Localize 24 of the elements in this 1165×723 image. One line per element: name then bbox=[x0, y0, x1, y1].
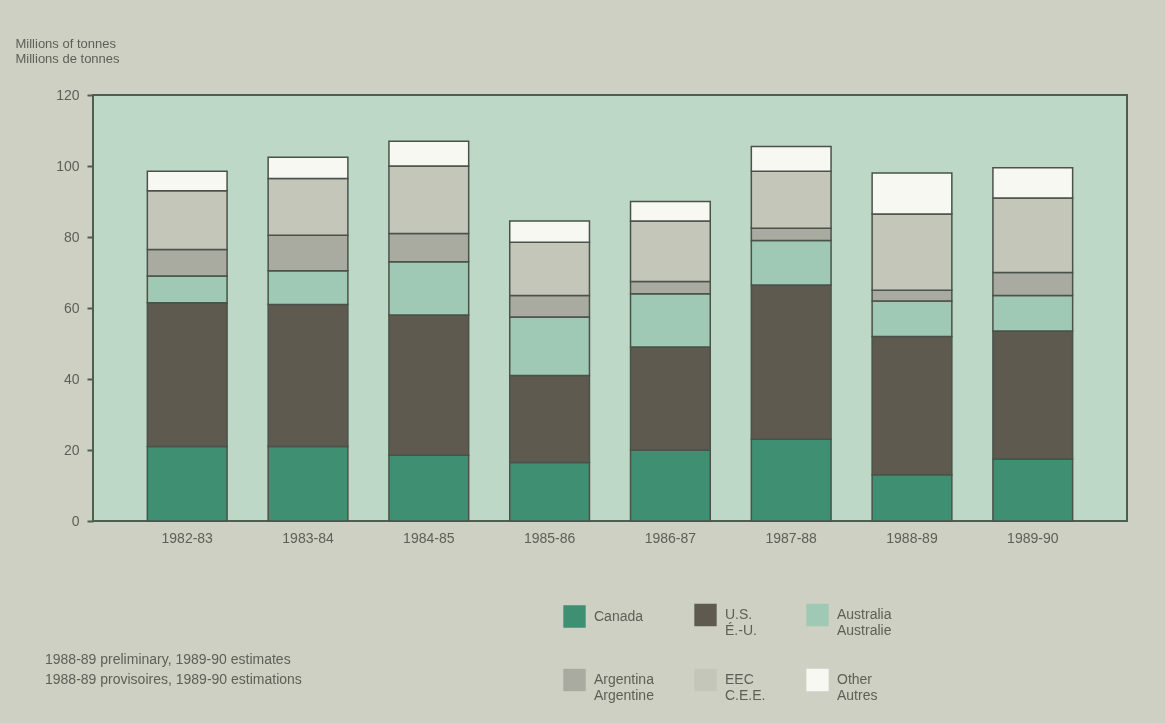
x-tick-label: 1982-83 bbox=[161, 529, 214, 546]
y-tick-label: 60 bbox=[63, 299, 80, 316]
y-tick-label: 80 bbox=[63, 228, 80, 245]
x-tick-label: 1985-86 bbox=[523, 529, 576, 546]
y-axis-title: Millions of tonnes Millions de tonnes bbox=[15, 35, 121, 66]
x-tick-label: 1988-89 bbox=[886, 529, 938, 546]
y-tick-label: 40 bbox=[63, 370, 80, 387]
text: 1988-89 provisoires, 1989-90 estimations bbox=[45, 671, 302, 687]
x-tick-label: 1986-87 bbox=[644, 529, 697, 546]
text: 1988-89 preliminary, 1989-90 estimates bbox=[45, 651, 291, 667]
x-tick-label: 1983-84 bbox=[282, 529, 334, 546]
y-tick-label: 100 bbox=[56, 157, 80, 174]
y-tick-label: 120 bbox=[56, 86, 80, 103]
legend-label: Canada bbox=[594, 607, 644, 624]
x-tick-label: 1989-90 bbox=[1007, 529, 1059, 546]
legend-label: Argentina Argentine bbox=[594, 671, 655, 703]
x-tick-label: 1984-85 bbox=[403, 529, 455, 546]
y-tick-label: 0 bbox=[71, 512, 80, 529]
x-tick-label: 1987-88 bbox=[765, 529, 818, 546]
legend-label: Other Autres bbox=[837, 671, 878, 703]
legend-label: Australia Australie bbox=[837, 606, 892, 638]
legend-label: EEC C.E.E. bbox=[725, 671, 766, 703]
legend-label: U.S. É.-U. bbox=[725, 606, 757, 638]
y-tick-label: 20 bbox=[63, 441, 80, 458]
